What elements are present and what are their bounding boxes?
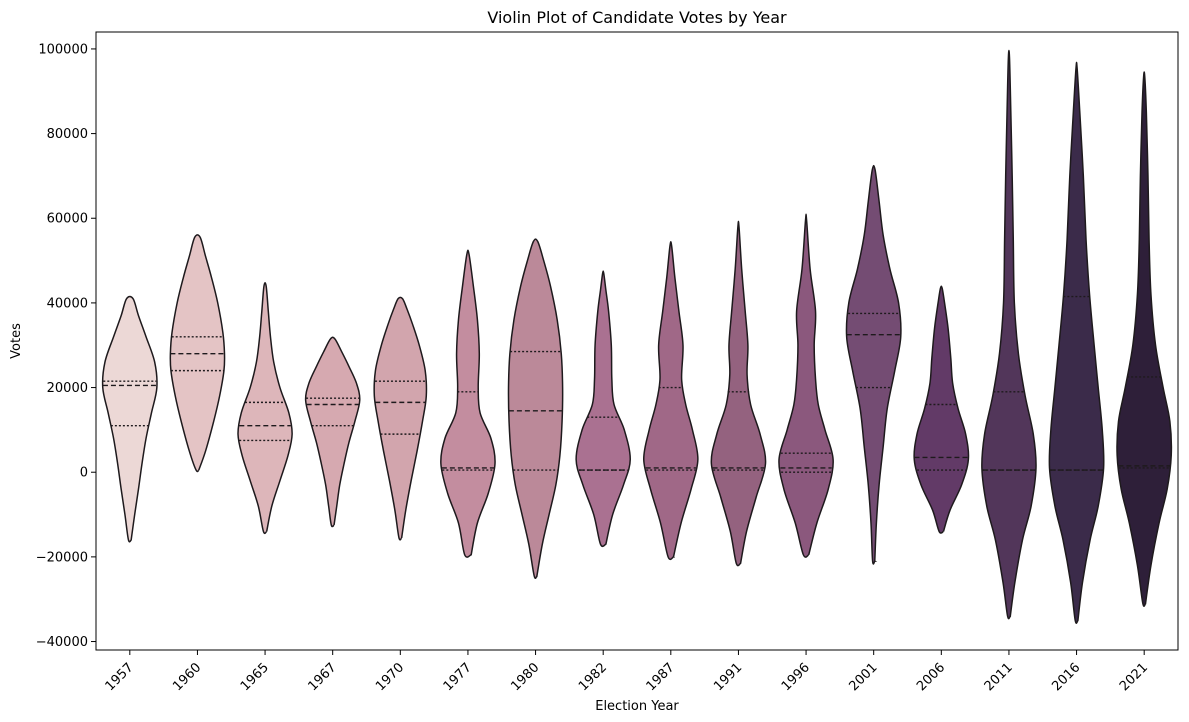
plot-frame (95, 31, 1179, 651)
violin-1980 (507, 238, 564, 579)
x-axis-label: Election Year (595, 699, 679, 714)
y-axis-label: Votes (9, 323, 24, 359)
violin-body (507, 238, 564, 579)
x-tick-label: 2016 (1049, 660, 1083, 694)
x-tick-label: 1970 (373, 660, 407, 694)
violin-body (237, 282, 293, 535)
x-tick-label: 1996 (779, 660, 813, 694)
y-tick-label: 20000 (47, 381, 88, 396)
y-axis: −40000 −20000 0 20000 40000 60000 80000 100000 (36, 42, 96, 650)
y-tick-label: 60000 (47, 212, 88, 227)
violin-1987 (643, 241, 699, 561)
violin-1991 (710, 220, 767, 567)
x-tick-label: 2001 (847, 660, 881, 694)
y-tick-label: 80000 (47, 127, 88, 142)
x-tick-label: 1991 (711, 660, 745, 694)
violin-1957 (101, 295, 158, 543)
violins (101, 49, 1173, 624)
violin-body (710, 220, 767, 567)
violin-1996 (778, 213, 834, 558)
y-tick-label: −20000 (36, 550, 88, 565)
violin-body (440, 249, 496, 558)
x-tick-label: 1977 (441, 660, 475, 694)
x-tick-label: 2006 (914, 660, 948, 694)
violin-2001 (845, 164, 902, 565)
violin-1960 (169, 234, 226, 473)
x-tick-label: 1957 (103, 660, 137, 694)
violin-body (778, 213, 834, 558)
violin-1970 (373, 296, 428, 541)
x-tick-label: 1987 (644, 660, 678, 694)
y-tick-label: −40000 (36, 635, 88, 650)
violin-2011 (981, 49, 1037, 620)
violin-1977 (440, 249, 496, 558)
violin-body (1048, 61, 1105, 624)
x-tick-label: 1982 (576, 660, 610, 694)
x-tick-label: 2021 (1117, 660, 1151, 694)
violin-body (1116, 71, 1173, 607)
violin-body (101, 295, 158, 543)
chart-title: Violin Plot of Candidate Votes by Year (487, 8, 787, 27)
violin-1982 (575, 270, 631, 548)
x-tick-label: 1960 (170, 660, 204, 694)
violin-body (845, 164, 902, 565)
violin-body (373, 296, 428, 541)
y-tick-label: 0 (80, 466, 88, 481)
x-tick-label: 1980 (508, 660, 542, 694)
x-tick-label: 1965 (238, 660, 272, 694)
violin-2006 (913, 285, 970, 534)
violin-body (643, 241, 699, 561)
violin-body (913, 285, 970, 534)
x-tick-label: 1967 (306, 660, 340, 694)
y-tick-label: 40000 (47, 296, 88, 311)
violin-body (981, 49, 1037, 620)
violin-body (304, 336, 361, 528)
violin-body (575, 270, 631, 548)
violin-1965 (237, 282, 293, 535)
x-axis: 1957 1960 1965 1967 1970 1977 1980 1982 1987 1991… (103, 650, 1151, 694)
violin-2021 (1116, 71, 1173, 607)
violin-2016 (1048, 61, 1105, 624)
violin-1967 (304, 336, 361, 528)
y-tick-label: 100000 (38, 42, 88, 57)
x-tick-label: 2011 (982, 660, 1016, 694)
